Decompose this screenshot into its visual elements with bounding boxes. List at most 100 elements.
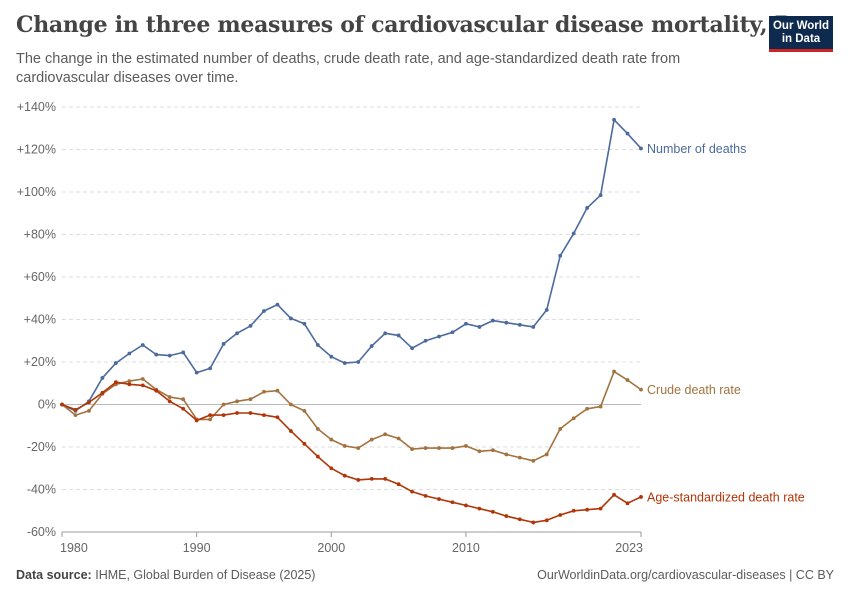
data-point bbox=[181, 350, 186, 355]
data-point bbox=[342, 444, 347, 448]
data-point bbox=[625, 131, 630, 136]
data-point bbox=[396, 482, 401, 487]
data-point bbox=[342, 473, 347, 478]
data-source-label: Data source: bbox=[16, 568, 92, 582]
y-tick-label: +80% bbox=[24, 228, 56, 242]
data-point bbox=[517, 455, 522, 460]
data-point bbox=[329, 354, 334, 359]
data-point bbox=[87, 400, 91, 405]
data-point bbox=[221, 413, 226, 418]
data-point bbox=[437, 497, 441, 501]
data-point bbox=[464, 444, 468, 448]
data-point bbox=[544, 518, 549, 523]
data-point bbox=[302, 408, 307, 413]
data-point bbox=[544, 308, 549, 312]
data-point bbox=[450, 500, 455, 505]
data-point bbox=[167, 353, 172, 358]
data-point bbox=[289, 316, 293, 321]
data-point bbox=[504, 452, 509, 457]
data-point bbox=[100, 376, 105, 380]
data-point bbox=[275, 415, 280, 420]
data-point bbox=[612, 369, 616, 374]
data-point bbox=[531, 325, 536, 329]
logo-line-2: in Data bbox=[781, 33, 821, 45]
data-point bbox=[315, 427, 320, 431]
data-point bbox=[639, 387, 643, 392]
data-point bbox=[464, 503, 468, 508]
data-point bbox=[410, 447, 414, 452]
data-point bbox=[571, 508, 576, 513]
data-point bbox=[289, 402, 293, 407]
series-label: Age-standardized death rate bbox=[647, 490, 805, 504]
data-point bbox=[383, 331, 388, 336]
data-point bbox=[598, 193, 603, 198]
data-point bbox=[275, 302, 280, 307]
source-url-link[interactable]: OurWorldinData.org/cardiovascular-diseas… bbox=[537, 568, 834, 582]
data-point bbox=[490, 318, 495, 323]
data-point bbox=[221, 402, 226, 407]
data-point bbox=[248, 411, 253, 415]
data-point bbox=[490, 509, 495, 514]
data-point bbox=[73, 407, 78, 412]
x-tick-label: 1990 bbox=[183, 541, 211, 555]
y-tick-label: -60% bbox=[27, 525, 56, 539]
x-tick-label: 2010 bbox=[452, 541, 480, 555]
data-point bbox=[113, 361, 118, 365]
data-point bbox=[517, 517, 522, 522]
data-point bbox=[154, 352, 159, 357]
data-point bbox=[127, 379, 132, 384]
data-point bbox=[356, 446, 361, 450]
logo-line-1: Our World bbox=[772, 20, 829, 32]
data-point bbox=[235, 411, 239, 415]
data-point bbox=[558, 253, 563, 258]
data-point bbox=[639, 146, 643, 151]
data-point bbox=[248, 397, 253, 402]
data-point bbox=[356, 478, 361, 482]
chart-title: Change in three measures of cardiovascul… bbox=[16, 12, 831, 38]
data-point bbox=[423, 493, 428, 498]
data-point bbox=[221, 342, 226, 346]
data-point bbox=[396, 436, 401, 441]
data-point bbox=[87, 408, 91, 413]
x-tick-label: 1980 bbox=[60, 541, 88, 555]
series-label: Number of deaths bbox=[647, 142, 746, 156]
data-point bbox=[612, 117, 616, 122]
data-point bbox=[113, 380, 118, 385]
data-point bbox=[464, 321, 468, 326]
data-point bbox=[262, 413, 266, 418]
data-point bbox=[571, 231, 576, 236]
data-point bbox=[154, 388, 159, 393]
data-point bbox=[140, 383, 145, 388]
data-point bbox=[558, 513, 563, 517]
data-point bbox=[181, 397, 186, 402]
data-point bbox=[450, 446, 455, 450]
data-point bbox=[369, 476, 374, 481]
data-point bbox=[558, 427, 563, 431]
data-point bbox=[639, 495, 643, 499]
y-tick-label: +120% bbox=[17, 143, 56, 157]
data-point bbox=[531, 520, 536, 525]
data-point bbox=[612, 492, 616, 497]
y-tick-label: -20% bbox=[27, 440, 56, 454]
data-point bbox=[127, 382, 132, 387]
data-point bbox=[208, 417, 213, 422]
data-point bbox=[235, 399, 239, 404]
data-point bbox=[437, 334, 441, 339]
data-point bbox=[531, 458, 536, 463]
data-point bbox=[383, 476, 388, 481]
data-point bbox=[60, 402, 64, 407]
data-point bbox=[208, 413, 213, 418]
data-point bbox=[423, 446, 428, 450]
data-point bbox=[585, 507, 590, 512]
data-point bbox=[544, 452, 549, 457]
data-source-text: IHME, Global Burden of Disease (2025) bbox=[95, 568, 316, 582]
data-point bbox=[504, 514, 509, 518]
owid-logo[interactable]: Our World in Data bbox=[769, 16, 833, 52]
data-point bbox=[342, 361, 347, 365]
data-point bbox=[450, 330, 455, 335]
data-point bbox=[315, 454, 320, 459]
y-tick-label: +100% bbox=[17, 185, 56, 199]
data-point bbox=[396, 333, 401, 338]
data-point bbox=[100, 390, 105, 395]
series-label: Crude death rate bbox=[647, 383, 741, 397]
